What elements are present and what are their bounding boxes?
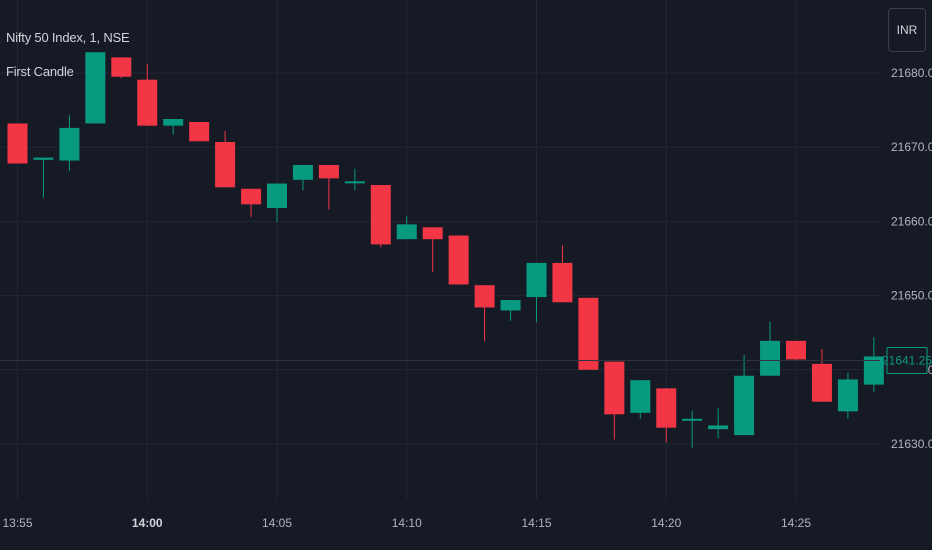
candle [863, 337, 884, 393]
candle-body [786, 340, 806, 360]
candle-body [370, 185, 391, 245]
candle-body [604, 361, 625, 415]
candle [500, 300, 521, 321]
x-tick-label: 14:25 [781, 516, 811, 530]
candle [734, 354, 755, 436]
y-tick-label: 21680.00 [891, 66, 932, 80]
candle-body [111, 57, 132, 77]
x-tick-label: 14:05 [262, 516, 292, 530]
candle [7, 123, 28, 164]
x-tick-label: 14:20 [651, 516, 681, 530]
last-price-box [886, 347, 928, 375]
candle [318, 165, 339, 210]
grid-lines [0, 0, 880, 500]
candle-body [448, 235, 469, 285]
candle-body [344, 181, 365, 184]
candle-body [267, 183, 287, 209]
candle [630, 380, 651, 419]
candle-body [682, 418, 703, 421]
candles [7, 52, 884, 448]
candle [396, 216, 417, 240]
candle-body [578, 297, 599, 370]
candle [422, 227, 443, 272]
candle-body [500, 300, 521, 311]
candle-body [837, 379, 858, 412]
x-tick-label: 14:00 [132, 516, 163, 530]
candle [344, 168, 365, 191]
candle-body [33, 157, 54, 160]
candle-body [656, 388, 677, 428]
price-axis[interactable]: 21680.0021670.0021660.0021650.0021640.00… [891, 66, 932, 451]
y-tick-label: 21650.00 [891, 289, 932, 303]
currency-button[interactable]: INR [888, 8, 926, 52]
candle [604, 361, 625, 440]
candle-body [811, 363, 832, 402]
candle [837, 372, 858, 419]
candle-body [292, 165, 313, 180]
candle-body [59, 127, 80, 161]
candle [448, 235, 469, 285]
x-tick-label: 13:55 [2, 516, 32, 530]
candle [163, 119, 184, 135]
candle [811, 349, 832, 402]
candle-body [163, 119, 184, 126]
candle-body [734, 375, 755, 436]
candle-body [422, 227, 443, 240]
candle [786, 340, 806, 361]
candle-body [189, 121, 210, 142]
candle-body [7, 123, 28, 164]
candle [474, 285, 495, 342]
y-tick-label: 21670.00 [891, 140, 932, 154]
last-price-marker: 21641.25 [0, 347, 932, 375]
candle [241, 188, 262, 217]
candle [656, 388, 677, 443]
candle-body [215, 142, 236, 188]
candle [708, 408, 729, 439]
candle [578, 297, 599, 370]
candle-body [526, 262, 547, 298]
candle-body [241, 188, 262, 205]
candle [85, 52, 106, 124]
candle [59, 115, 80, 171]
candle-body [552, 262, 573, 303]
time-axis[interactable]: 13:55 14:00 14:05 14:10 14:15 14:20 14:25 [2, 516, 811, 530]
candle-body [760, 340, 781, 376]
symbol-title[interactable]: Nifty 50 Index, 1, NSE [6, 30, 130, 45]
candle [526, 262, 547, 323]
x-tick-label: 14:15 [521, 516, 551, 530]
candle [189, 121, 210, 142]
candle-body [85, 52, 106, 124]
candle [111, 57, 132, 79]
candle [137, 64, 158, 126]
y-tick-label: 21660.00 [891, 214, 932, 228]
candle [760, 321, 781, 376]
candle-body [396, 224, 417, 240]
candle [370, 185, 391, 248]
candle [552, 245, 573, 303]
candle-body [137, 79, 158, 126]
indicator-label[interactable]: First Candle [6, 64, 74, 79]
y-tick-label: 21630.00 [891, 437, 932, 451]
candle-body [708, 425, 729, 430]
candle-body [863, 356, 884, 385]
candle [33, 157, 54, 198]
candle-body [318, 165, 339, 179]
candle-body [474, 285, 495, 308]
x-tick-label: 14:10 [392, 516, 422, 530]
candle [292, 165, 313, 191]
candle [267, 183, 287, 223]
candle [682, 410, 703, 448]
candle [215, 130, 236, 188]
candle-body [630, 380, 651, 413]
last-price-label: 21641.25 [882, 354, 932, 368]
